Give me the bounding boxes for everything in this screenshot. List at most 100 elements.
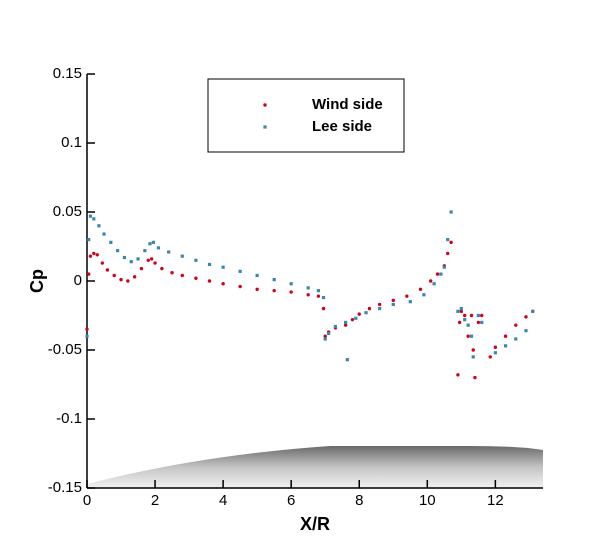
point (272, 278, 276, 282)
legend-label: Wind side (312, 96, 383, 113)
point (92, 217, 96, 221)
point (488, 355, 492, 359)
point (105, 268, 110, 272)
point (466, 323, 470, 327)
point (408, 300, 412, 304)
point (136, 257, 140, 261)
point (92, 251, 96, 256)
point (289, 282, 293, 286)
point (170, 271, 174, 275)
point (180, 273, 184, 278)
point (473, 375, 477, 380)
point (449, 210, 453, 214)
y-tick-label: 0.15 (53, 65, 82, 82)
point (85, 334, 89, 338)
point (357, 312, 361, 316)
point (391, 302, 395, 307)
point (95, 253, 99, 257)
y-tick-label: 0.05 (53, 203, 82, 220)
point (151, 240, 155, 244)
y-tick-label: -0.1 (56, 410, 82, 427)
point (149, 257, 154, 261)
point (514, 323, 518, 327)
point (476, 320, 481, 325)
point (493, 351, 497, 355)
point (446, 238, 450, 242)
point (364, 311, 368, 315)
point (459, 309, 464, 314)
x-tick-label: 12 (487, 492, 504, 509)
point (207, 262, 212, 267)
point (471, 348, 475, 352)
point (503, 334, 508, 338)
point (255, 273, 259, 278)
point (469, 313, 474, 318)
point (148, 242, 152, 246)
y-tick-label: -0.05 (48, 341, 82, 358)
point (378, 307, 382, 311)
point (493, 345, 498, 349)
point (531, 309, 535, 313)
point (344, 320, 348, 324)
point (323, 337, 327, 341)
point (156, 246, 161, 250)
y-tick-label: -0.15 (48, 479, 82, 496)
point (126, 279, 130, 283)
point (480, 313, 484, 318)
point (88, 254, 93, 258)
point (316, 289, 321, 293)
x-tick-label: 8 (355, 492, 363, 509)
point (435, 272, 440, 276)
point (255, 287, 259, 291)
point (514, 337, 518, 341)
point (446, 251, 450, 256)
point (263, 103, 267, 107)
point (180, 254, 184, 258)
point (221, 265, 225, 269)
legend-label: Lee side (312, 118, 372, 135)
x-tick-label: 4 (219, 492, 227, 509)
point (480, 320, 484, 324)
point (109, 240, 113, 244)
point (449, 240, 453, 245)
point (323, 334, 327, 338)
point (327, 331, 331, 336)
point (367, 306, 372, 311)
point (459, 307, 463, 311)
body-shape (87, 446, 543, 488)
point (471, 355, 475, 359)
point (456, 309, 460, 313)
point (405, 294, 409, 298)
point (207, 279, 212, 283)
point (119, 277, 123, 282)
point (350, 317, 355, 322)
point (112, 273, 116, 278)
legend-box (207, 78, 405, 153)
point (469, 334, 474, 338)
point (272, 288, 276, 293)
y-axis-label: Cp (27, 269, 47, 293)
point (456, 373, 460, 377)
x-tick-label: 2 (151, 492, 159, 509)
point (524, 329, 528, 333)
point (194, 258, 198, 262)
point (466, 334, 470, 338)
point (524, 315, 528, 319)
point (143, 249, 147, 253)
point (194, 276, 198, 280)
point (442, 265, 446, 269)
point (354, 316, 358, 320)
point (88, 214, 93, 218)
point (87, 238, 91, 242)
point (306, 293, 310, 297)
point (476, 313, 480, 318)
point (116, 249, 120, 253)
x-tick-label: 6 (287, 492, 295, 509)
point (289, 290, 293, 294)
x-axis-label: X/R (300, 514, 330, 534)
point (129, 260, 133, 264)
point (153, 261, 157, 265)
point (306, 286, 310, 290)
point (102, 232, 106, 236)
point (422, 293, 426, 297)
